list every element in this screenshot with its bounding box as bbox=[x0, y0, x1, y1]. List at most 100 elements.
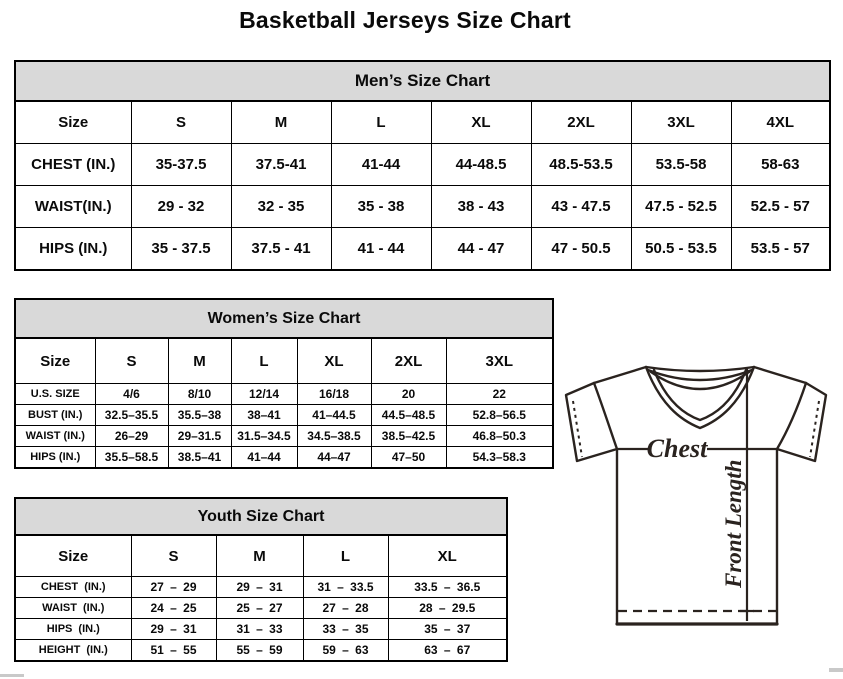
column-header-row: Size S M L XL bbox=[14, 534, 508, 577]
size-value-cell: 4/6 bbox=[94, 383, 169, 405]
table-row: HIPS (IN.) 35 - 37.5 37.5 - 41 41 - 44 44 - … bbox=[14, 227, 831, 271]
size-value-cell: 41–44.5 bbox=[296, 404, 372, 426]
size-value-cell: 38.5–42.5 bbox=[370, 425, 447, 447]
size-value-cell: 43 - 47.5 bbox=[530, 185, 632, 228]
size-value-cell: 54.3–58.3 bbox=[445, 446, 554, 469]
row-label: HIPS (IN.) bbox=[14, 618, 132, 640]
scrollbar-fragment-right bbox=[829, 668, 843, 672]
row-label: HIPS (IN.) bbox=[14, 227, 132, 271]
size-value-cell: 26–29 bbox=[94, 425, 169, 447]
row-label: CHEST (IN.) bbox=[14, 143, 132, 186]
row-label: HEIGHT (IN.) bbox=[14, 639, 132, 662]
chest-label: Chest bbox=[647, 434, 708, 463]
row-label: CHEST (IN.) bbox=[14, 576, 132, 598]
column-header: M bbox=[230, 100, 332, 144]
youth-size-chart-table: Youth Size Chart Size S M L XL CHEST (IN.) 27 –… bbox=[14, 497, 508, 662]
row-label: WAIST(IN.) bbox=[14, 185, 132, 228]
size-value-cell: 8/10 bbox=[167, 383, 232, 405]
column-header: S bbox=[94, 337, 169, 384]
size-value-cell: 37.5 - 41 bbox=[230, 227, 332, 271]
size-value-cell: 53.5-58 bbox=[630, 143, 732, 186]
size-value-cell: 51 – 55 bbox=[130, 639, 217, 662]
column-header: M bbox=[215, 534, 304, 577]
table-row: WAIST(IN.) 29 - 32 32 - 35 35 - 38 38 - 43 43… bbox=[14, 185, 831, 228]
mens-size-chart-table: Men’s Size Chart Size S M L XL 2XL 3XL 4XL CHEST … bbox=[14, 60, 832, 271]
size-value-cell: 31 – 33 bbox=[215, 618, 304, 640]
column-header: Size bbox=[14, 337, 96, 384]
size-value-cell: 35.5–58.5 bbox=[94, 446, 169, 469]
row-label: WAIST (IN.) bbox=[14, 597, 132, 619]
size-value-cell: 46.8–50.3 bbox=[445, 425, 554, 447]
sleeve-cuff-dashed-lines bbox=[572, 400, 820, 458]
column-header-row: Size S M L XL 2XL 3XL 4XL bbox=[14, 100, 831, 144]
page-title: Basketball Jerseys Size Chart bbox=[239, 7, 571, 33]
size-value-cell: 52.5 - 57 bbox=[730, 185, 831, 228]
column-header: M bbox=[167, 337, 232, 384]
size-value-cell: 53.5 - 57 bbox=[730, 227, 831, 271]
size-value-cell: 22 bbox=[445, 383, 554, 405]
size-value-cell: 31.5–34.5 bbox=[230, 425, 298, 447]
row-label: HIPS (IN.) bbox=[14, 446, 96, 469]
size-value-cell: 44 - 47 bbox=[430, 227, 532, 271]
size-value-cell: 27 – 28 bbox=[302, 597, 389, 619]
size-value-cell: 35-37.5 bbox=[130, 143, 232, 186]
scrollbar-fragment-left bbox=[0, 674, 24, 677]
size-value-cell: 27 – 29 bbox=[130, 576, 217, 598]
front-length-label: Front Length bbox=[721, 460, 746, 589]
column-header: 3XL bbox=[630, 100, 732, 144]
table-row: U.S. SIZE 4/6 8/10 12/14 16/18 20 22 bbox=[14, 383, 554, 405]
size-value-cell: 35 - 37.5 bbox=[130, 227, 232, 271]
size-value-cell: 59 – 63 bbox=[302, 639, 389, 662]
column-header: XL bbox=[430, 100, 532, 144]
table-title: Youth Size Chart bbox=[14, 497, 508, 536]
column-header: 3XL bbox=[445, 337, 554, 384]
size-value-cell: 41 - 44 bbox=[330, 227, 432, 271]
size-value-cell: 63 – 67 bbox=[387, 639, 508, 662]
size-value-cell: 58-63 bbox=[730, 143, 831, 186]
size-value-cell: 38–41 bbox=[230, 404, 298, 426]
size-value-cell: 24 – 25 bbox=[130, 597, 217, 619]
column-header: 4XL bbox=[730, 100, 831, 144]
column-header: L bbox=[302, 534, 389, 577]
column-header: 2XL bbox=[530, 100, 632, 144]
table-row: BUST (IN.) 32.5–35.5 35.5–38 38–41 41–44.5 44… bbox=[14, 404, 554, 426]
table-row: HEIGHT (IN.) 51 – 55 55 – 59 59 – 63 63 – 67 bbox=[14, 639, 508, 662]
column-header: XL bbox=[387, 534, 508, 577]
size-value-cell: 41–44 bbox=[230, 446, 298, 469]
row-label: WAIST (IN.) bbox=[14, 425, 96, 447]
size-value-cell: 29 – 31 bbox=[215, 576, 304, 598]
size-value-cell: 31 – 33.5 bbox=[302, 576, 389, 598]
size-value-cell: 12/14 bbox=[230, 383, 298, 405]
column-header: XL bbox=[296, 337, 372, 384]
size-value-cell: 29 - 32 bbox=[130, 185, 232, 228]
size-value-cell: 35 - 38 bbox=[330, 185, 432, 228]
size-value-cell: 29 – 31 bbox=[130, 618, 217, 640]
size-value-cell: 33 – 35 bbox=[302, 618, 389, 640]
size-value-cell: 44–47 bbox=[296, 446, 372, 469]
table-row: CHEST (IN.) 27 – 29 29 – 31 31 – 33.5 33.5 –… bbox=[14, 576, 508, 598]
jersey-outline bbox=[564, 365, 828, 626]
size-value-cell: 32 - 35 bbox=[230, 185, 332, 228]
table-row: CHEST (IN.) 35-37.5 37.5-41 41-44 44-48.5 48.… bbox=[14, 143, 831, 186]
table-row: WAIST (IN.) 24 – 25 25 – 27 27 – 28 28 – 29.… bbox=[14, 597, 508, 619]
column-header-row: Size S M L XL 2XL 3XL bbox=[14, 337, 554, 384]
column-header: L bbox=[230, 337, 298, 384]
size-value-cell: 48.5-53.5 bbox=[530, 143, 632, 186]
column-header: S bbox=[130, 100, 232, 144]
size-value-cell: 44.5–48.5 bbox=[370, 404, 447, 426]
column-header: Size bbox=[14, 100, 132, 144]
table-title: Men’s Size Chart bbox=[14, 60, 831, 102]
size-value-cell: 47–50 bbox=[370, 446, 447, 469]
size-value-cell: 47 - 50.5 bbox=[530, 227, 632, 271]
size-value-cell: 41-44 bbox=[330, 143, 432, 186]
size-value-cell: 33.5 – 36.5 bbox=[387, 576, 508, 598]
womens-size-chart-table: Women’s Size Chart Size S M L XL 2XL 3XL U.S. SI… bbox=[14, 298, 555, 469]
column-header: Size bbox=[14, 534, 132, 577]
size-value-cell: 25 – 27 bbox=[215, 597, 304, 619]
table-row: HIPS (IN.) 29 – 31 31 – 33 33 – 35 35 – 37 bbox=[14, 618, 508, 640]
table-row: HIPS (IN.) 35.5–58.5 38.5–41 41–44 44–47 47–5… bbox=[14, 446, 554, 469]
size-value-cell: 55 – 59 bbox=[215, 639, 304, 662]
table-row: WAIST (IN.) 26–29 29–31.5 31.5–34.5 34.5–38.… bbox=[14, 425, 554, 447]
column-header: S bbox=[130, 534, 217, 577]
size-value-cell: 28 – 29.5 bbox=[387, 597, 508, 619]
